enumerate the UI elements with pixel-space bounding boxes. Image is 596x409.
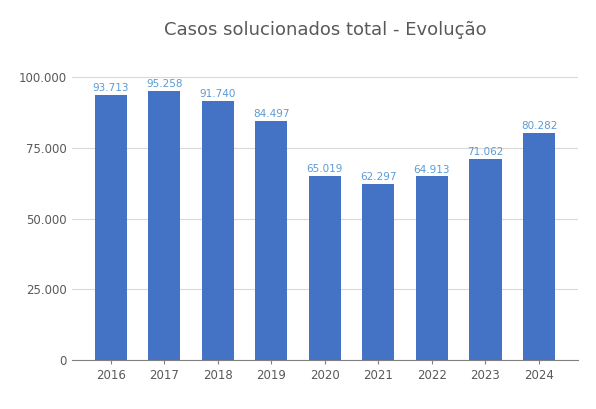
Text: 71.062: 71.062 xyxy=(467,147,504,157)
Bar xyxy=(148,91,180,360)
Bar xyxy=(416,177,448,360)
Title: Casos solucionados total - Evolução: Casos solucionados total - Evolução xyxy=(163,21,486,39)
Text: 65.019: 65.019 xyxy=(306,164,343,174)
Text: 84.497: 84.497 xyxy=(253,109,290,119)
Text: 95.258: 95.258 xyxy=(146,79,182,89)
Text: 91.740: 91.740 xyxy=(200,89,236,99)
Bar xyxy=(362,184,395,360)
Text: 80.282: 80.282 xyxy=(521,121,557,131)
Text: 62.297: 62.297 xyxy=(360,172,396,182)
Bar xyxy=(95,95,127,360)
Bar xyxy=(523,133,555,360)
Bar xyxy=(255,121,287,360)
Bar xyxy=(309,176,341,360)
Text: 93.713: 93.713 xyxy=(92,83,129,93)
Text: 64.913: 64.913 xyxy=(414,164,450,175)
Bar xyxy=(470,159,502,360)
Bar xyxy=(201,101,234,360)
